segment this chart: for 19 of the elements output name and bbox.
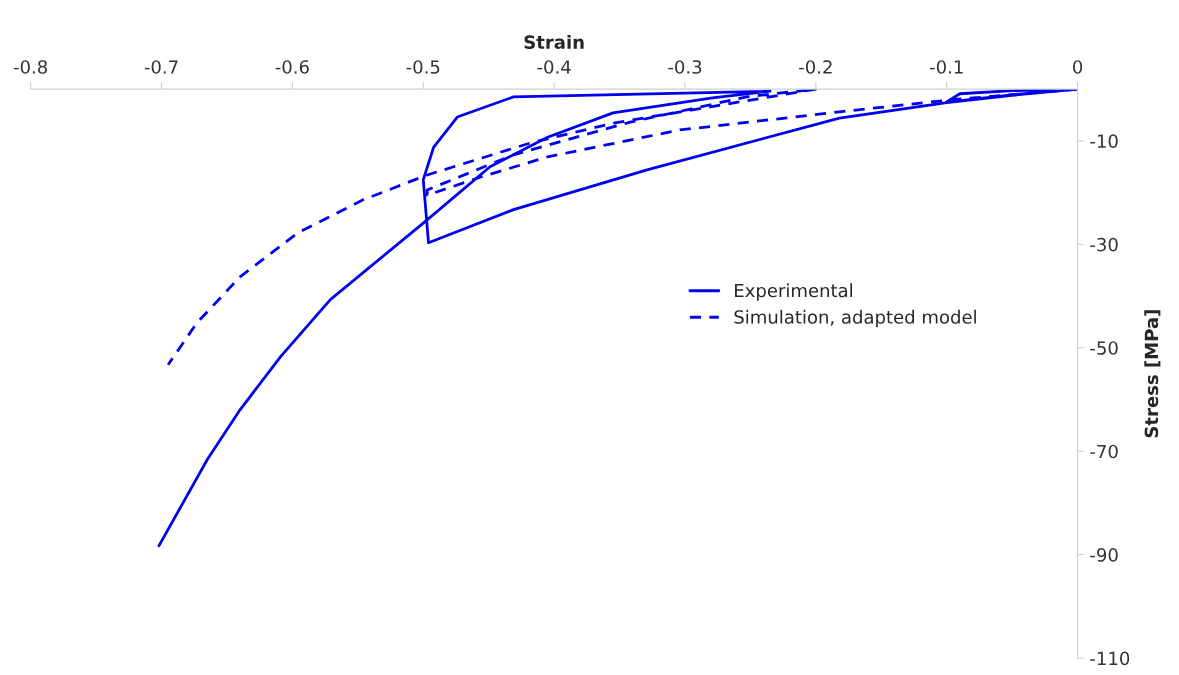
- x-tick-label: -0.7: [144, 60, 178, 74]
- legend-label: Simulation, adapted model: [734, 309, 976, 328]
- y-tick-label: -10: [1090, 134, 1118, 148]
- y-axis-title: Stress [MPa]: [1144, 310, 1161, 438]
- x-tick-label: -0.1: [930, 60, 963, 74]
- x-axis-title: Strain: [524, 34, 584, 49]
- x-tick-label: -0.3: [668, 60, 702, 74]
- x-tick-label: -0.8: [13, 60, 48, 74]
- x-tick-label: -0.4: [537, 60, 571, 74]
- x-tick-label: -0.2: [799, 60, 832, 74]
- y-tick-label: -50: [1090, 341, 1118, 355]
- x-tick-label: -0.5: [406, 60, 440, 74]
- y-tick-label: -90: [1090, 548, 1118, 562]
- x-tick-label: 0: [1073, 60, 1083, 74]
- y-tick-label: -110: [1090, 651, 1130, 666]
- y-tick-label: -30: [1090, 237, 1118, 252]
- y-tick-label: -70: [1090, 444, 1118, 459]
- x-tick-label: -0.6: [275, 60, 309, 74]
- legend-label: Experimental: [735, 283, 852, 301]
